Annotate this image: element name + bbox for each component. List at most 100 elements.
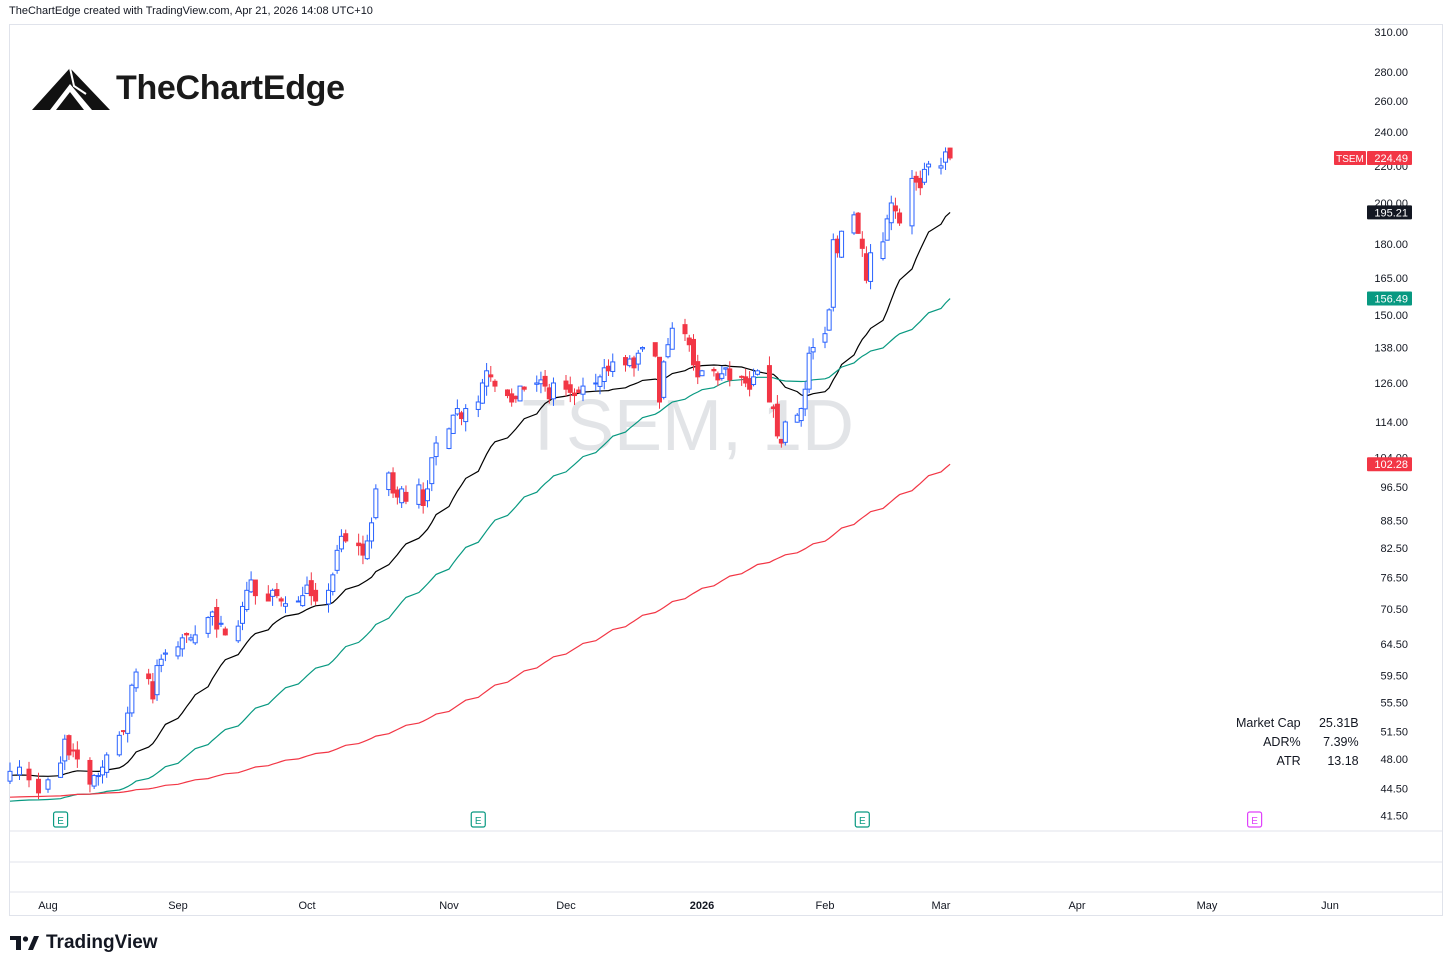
- candle-body: [58, 762, 64, 778]
- candle-body: [794, 414, 800, 423]
- candle-body: [248, 579, 254, 593]
- candle-body: [715, 373, 721, 381]
- earnings-marker-label: E: [859, 816, 866, 827]
- moving-average-line: [9, 211, 951, 777]
- candle-body: [774, 403, 780, 437]
- candle-body: [798, 408, 804, 422]
- candle-body: [104, 754, 110, 773]
- brand-logo: TheChartEdge: [30, 64, 345, 112]
- candle-body: [125, 712, 131, 734]
- candle-body: [26, 768, 32, 781]
- candle-body: [631, 357, 637, 369]
- candle-body: [162, 652, 168, 655]
- candle-body: [822, 333, 828, 343]
- candle-body: [17, 766, 22, 776]
- candle-body: [892, 205, 898, 212]
- candle-body: [909, 177, 915, 227]
- y-tick-label: 260.00: [1374, 96, 1408, 108]
- candle-body: [308, 580, 314, 597]
- y-tick-label: 76.50: [1380, 572, 1408, 584]
- y-tick-label: 114.00: [1375, 417, 1408, 429]
- candle-body: [652, 342, 658, 357]
- candle-body: [739, 375, 745, 378]
- candle-body: [475, 401, 481, 410]
- candle-body: [727, 368, 733, 381]
- candle-body: [806, 352, 812, 390]
- candle-body: [369, 522, 375, 542]
- tradingview-logo[interactable]: TradingView: [10, 932, 158, 954]
- candle-body: [661, 361, 667, 398]
- candle-body: [719, 373, 725, 379]
- candle-body: [283, 603, 288, 607]
- candle-body: [880, 241, 886, 260]
- earnings-marker: [854, 811, 870, 828]
- candle-body: [484, 370, 490, 387]
- x-tick-label: Oct: [298, 900, 315, 912]
- candle-body: [205, 617, 211, 634]
- y-tick-label: 41.50: [1380, 811, 1408, 823]
- candle-body: [7, 770, 13, 782]
- candle-body: [66, 735, 72, 756]
- candle-body: [390, 472, 396, 494]
- candle-body: [743, 376, 749, 384]
- candle-body: [360, 543, 366, 556]
- earnings-marker: [1247, 811, 1263, 828]
- y-tick-label: 165.00: [1374, 273, 1408, 285]
- candle-body: [252, 579, 258, 597]
- candle-body: [146, 673, 152, 680]
- stat-label: ATR: [1276, 754, 1301, 768]
- earnings-marker: [470, 811, 486, 828]
- candle-body: [222, 628, 228, 636]
- y-tick-label: 96.50: [1380, 482, 1408, 494]
- stat-row: ATR 13.18: [1236, 752, 1359, 771]
- candle-body: [326, 589, 332, 605]
- candle-body: [116, 734, 122, 756]
- candle-body: [278, 598, 284, 602]
- candle-body: [218, 622, 224, 625]
- stat-value: 7.39%: [1323, 735, 1359, 749]
- candle-body: [943, 151, 949, 163]
- y-tick-label: 82.50: [1380, 543, 1408, 555]
- candle-body: [686, 337, 692, 346]
- candle-body: [810, 347, 816, 353]
- candle-body: [373, 488, 379, 519]
- candle-body: [36, 778, 41, 794]
- price-label-bg: [1367, 205, 1412, 220]
- candle-body: [606, 365, 611, 372]
- candle-body: [657, 356, 662, 403]
- candle-body: [567, 384, 573, 393]
- candle-body: [420, 489, 426, 507]
- candle-body: [669, 327, 675, 350]
- candle-body: [304, 584, 310, 594]
- candle-body: [403, 491, 409, 502]
- candle-body: [505, 389, 510, 397]
- candle-body: [576, 389, 582, 393]
- candle-body: [184, 632, 190, 636]
- candle-body: [851, 214, 857, 234]
- candle-body: [270, 589, 276, 597]
- candle-body: [917, 177, 923, 189]
- candle-body: [492, 380, 498, 387]
- stats-panel: Market Cap 25.31B ADR% 7.39% ATR 13.18: [1236, 714, 1359, 771]
- y-tick-label: 70.50: [1380, 604, 1408, 616]
- price-label-bg: [1367, 291, 1412, 306]
- candle-body: [627, 358, 633, 367]
- candle-body: [192, 634, 198, 644]
- candle-body: [534, 382, 540, 385]
- candle-body: [240, 605, 245, 624]
- earnings-marker: [52, 811, 69, 828]
- candle-body: [826, 309, 832, 331]
- mountain-icon: [32, 67, 110, 110]
- candle-body: [158, 658, 164, 666]
- candle-body: [921, 168, 927, 183]
- candle-body: [580, 385, 586, 395]
- x-tick-label: Aug: [38, 900, 58, 912]
- candle-body: [926, 163, 932, 168]
- chart-header: TheChartEdge created with TradingView.co…: [9, 5, 373, 17]
- candle-body: [463, 408, 469, 423]
- candle-body: [513, 395, 519, 400]
- x-tick-label: Feb: [816, 900, 835, 912]
- candle-body: [154, 665, 160, 696]
- candle-body: [711, 368, 717, 372]
